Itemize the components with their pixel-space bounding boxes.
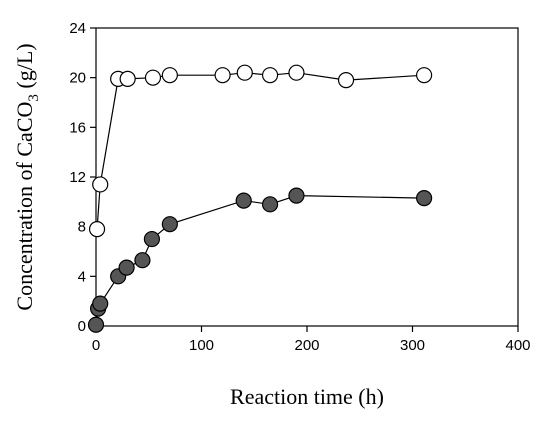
- series-1: [88, 64, 433, 238]
- open-circle-point: [337, 72, 355, 89]
- filled-circle-point: [87, 316, 105, 333]
- y-tick-label: 12: [69, 169, 86, 186]
- filled-circle-point: [118, 259, 135, 276]
- x-tick-label: 400: [505, 337, 530, 354]
- filled-circle-point: [92, 295, 109, 312]
- y-axis-title: Concentration of CaCO3 (g/L): [12, 43, 42, 310]
- open-circle-point: [214, 67, 231, 84]
- open-circle-point: [261, 67, 279, 84]
- filled-circle-point: [261, 196, 279, 213]
- open-circle-point: [119, 70, 136, 88]
- open-circle-point: [144, 69, 162, 86]
- y-tick-label: 24: [69, 20, 86, 37]
- x-tick-label: 100: [189, 337, 214, 354]
- y-tick-label: 20: [69, 70, 86, 87]
- y-tick-label: 0: [78, 318, 86, 335]
- series-group: [87, 64, 433, 333]
- x-axis-title: Reaction time (h): [230, 384, 384, 409]
- y-tick-label: 16: [69, 119, 86, 136]
- filled-circle-point: [134, 252, 151, 269]
- filled-circle-point: [416, 190, 433, 207]
- open-circle-point: [161, 67, 178, 84]
- filled-circle-point: [161, 216, 178, 233]
- x-tick-label: 0: [92, 337, 100, 354]
- filled-circle-point: [288, 187, 305, 204]
- open-circle-point: [88, 221, 106, 238]
- open-circle-point: [92, 176, 109, 193]
- series-2: [87, 187, 433, 333]
- open-circle-point: [416, 67, 433, 84]
- filled-circle-point: [235, 192, 252, 209]
- y-tick-label: 4: [78, 268, 86, 285]
- x-tick-label: 300: [400, 337, 425, 354]
- open-circle-point: [236, 64, 253, 81]
- open-circle-point: [288, 64, 305, 81]
- filled-circle-point: [143, 230, 161, 248]
- x-tick-label: 200: [294, 337, 319, 354]
- y-tick-label: 8: [78, 219, 86, 236]
- series-line: [96, 72, 425, 230]
- axes: 0 100 200 300 400 0 4 8 12 16 20 24: [69, 20, 530, 354]
